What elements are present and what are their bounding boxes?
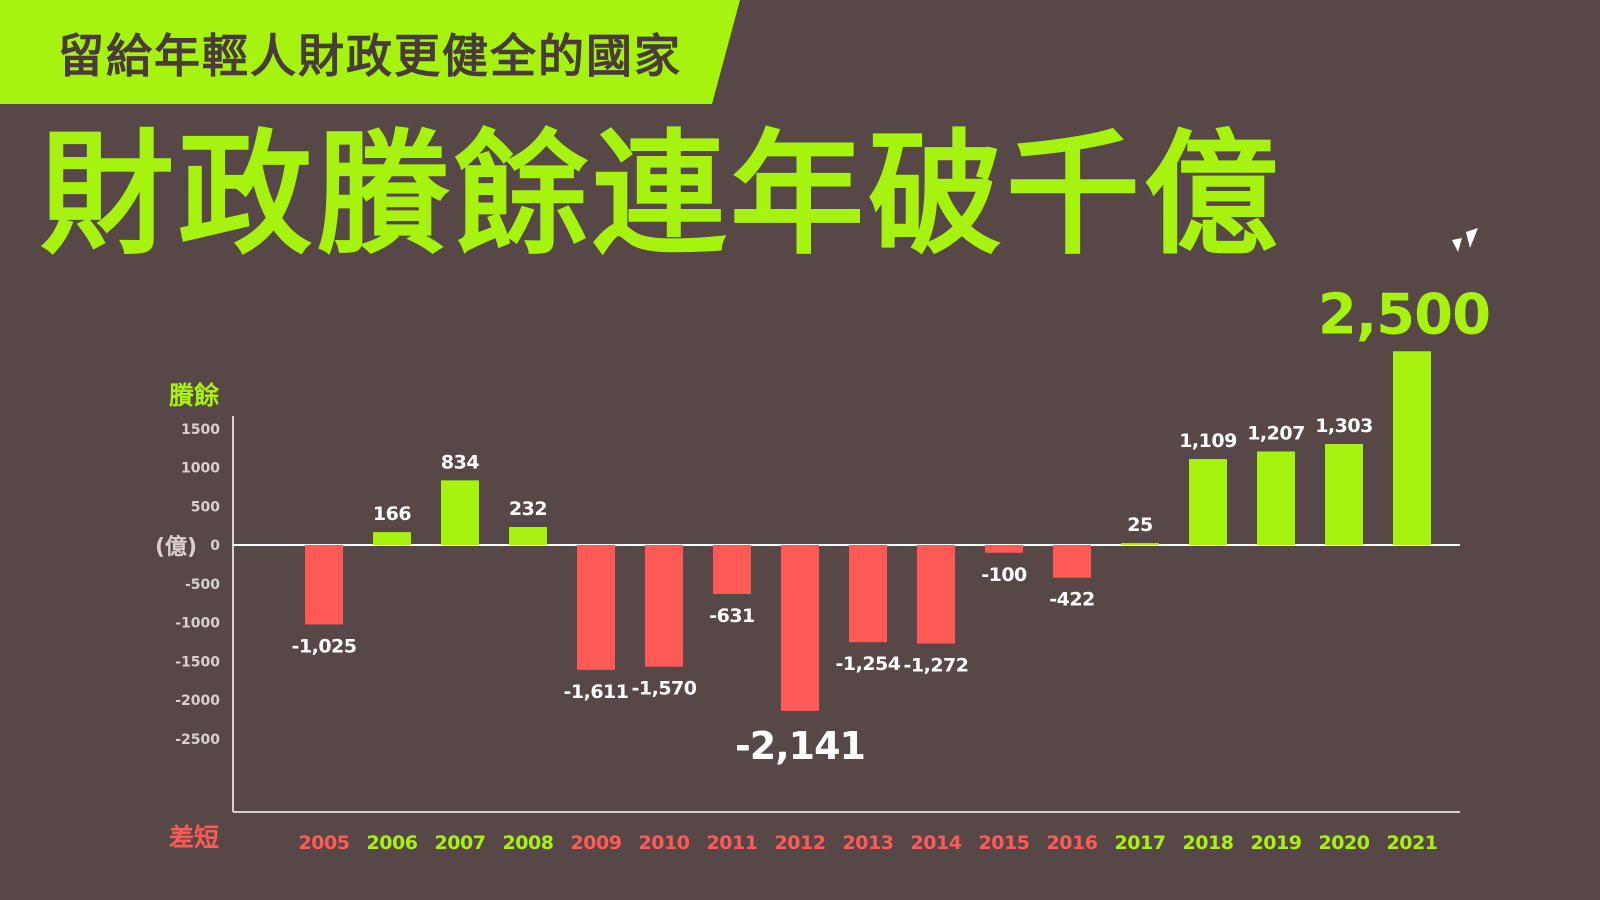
- x-tick-label: 2005: [299, 832, 350, 854]
- bar-value-label: 1,109: [1179, 430, 1237, 452]
- bar-value-label: -1,254: [836, 653, 901, 675]
- bar-value-label: -1,611: [564, 681, 629, 703]
- bar-value-label: -1,570: [632, 678, 697, 700]
- x-tick-label: 2017: [1115, 832, 1166, 854]
- bar-value-label: -631: [709, 605, 755, 627]
- bar-value-label: 25: [1127, 514, 1152, 536]
- x-tick-label: 2011: [707, 832, 758, 854]
- bar: [985, 545, 1023, 553]
- x-tick-label: 2018: [1183, 832, 1234, 854]
- bar: [305, 545, 343, 625]
- bar: [1053, 545, 1091, 578]
- bar-value-label: -1,025: [292, 635, 357, 657]
- bar: [1325, 444, 1363, 545]
- y-unit-label: (億): [155, 534, 197, 560]
- y-tick-label: -1500: [175, 654, 220, 670]
- y-bottom-label: 差短: [169, 823, 219, 852]
- bar-value-label: 166: [373, 503, 411, 525]
- banner-text: 留給年輕人財政更健全的國家: [58, 29, 682, 83]
- bar-value-label: 1,303: [1315, 415, 1373, 437]
- x-tick-label: 2006: [367, 832, 418, 854]
- bar: [1257, 451, 1295, 545]
- y-top-label: 賸餘: [169, 381, 220, 410]
- x-tick-label: 2016: [1047, 832, 1098, 854]
- bar: [1121, 543, 1159, 545]
- y-tick-label: 0: [210, 538, 220, 554]
- bar-value-label: -100: [981, 564, 1027, 586]
- bar: [917, 545, 955, 644]
- x-tick-label: 2014: [911, 832, 962, 854]
- y-tick-label: 1500: [181, 422, 220, 438]
- bar: [509, 527, 547, 545]
- x-tick-label: 2020: [1319, 832, 1370, 854]
- headline: 財政賸餘連年破千億: [40, 117, 1283, 273]
- top-banner: [0, 0, 740, 104]
- y-tick-label: 1000: [181, 461, 220, 477]
- bar: [645, 545, 683, 667]
- bar: [1393, 351, 1431, 545]
- bar: [577, 545, 615, 670]
- x-tick-label: 2007: [435, 832, 486, 854]
- y-tick-label: -2500: [175, 732, 220, 748]
- x-tick-label: 2012: [775, 832, 826, 854]
- bar: [781, 545, 819, 711]
- x-tick-label: 2009: [571, 832, 622, 854]
- bar-value-label: 834: [441, 451, 479, 473]
- spark-icon: [1452, 228, 1478, 252]
- bar: [849, 545, 887, 643]
- bar: [373, 532, 411, 545]
- y-tick-label: -1000: [175, 616, 220, 632]
- x-tick-label: 2019: [1251, 832, 1302, 854]
- bar-value-label: -1,272: [904, 655, 969, 677]
- bar-value-label: 1,207: [1247, 422, 1305, 444]
- bar-value-label: 232: [509, 498, 547, 520]
- x-tick-label: 2013: [843, 832, 894, 854]
- bar-value-label: -422: [1049, 589, 1095, 611]
- x-tick-label: 2015: [979, 832, 1030, 854]
- bar: [713, 545, 751, 594]
- bar: [441, 480, 479, 545]
- bar-value-label: -2,141: [735, 724, 865, 768]
- bar: [1189, 459, 1227, 545]
- x-tick-label: 2021: [1387, 832, 1438, 854]
- y-tick-label: -500: [185, 577, 220, 593]
- x-tick-label: 2008: [503, 832, 554, 854]
- x-tick-label: 2010: [639, 832, 690, 854]
- y-tick-label: -2000: [175, 693, 220, 709]
- bar-value-label: 2,500: [1318, 282, 1490, 347]
- y-tick-label: 500: [191, 499, 220, 515]
